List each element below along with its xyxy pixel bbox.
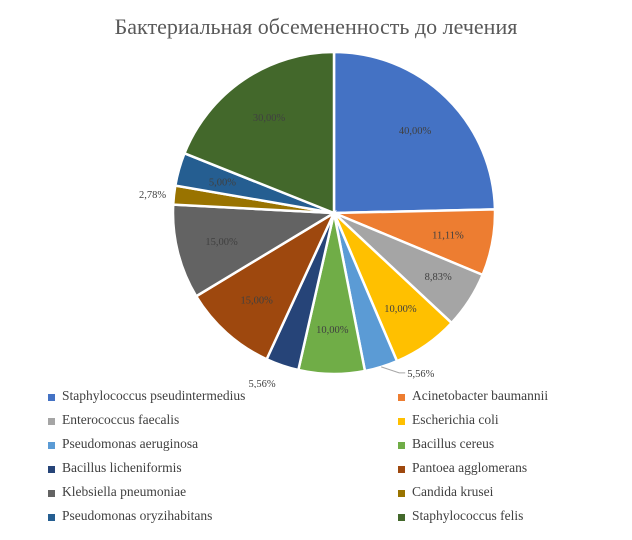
pie-slice-8 bbox=[171, 203, 339, 298]
legend-swatch-6 bbox=[48, 466, 55, 473]
slice-label-2: 8,83% bbox=[425, 272, 452, 283]
slice-label-9: 2,78% bbox=[139, 190, 166, 201]
legend-swatch-8 bbox=[48, 490, 55, 497]
slice-label-1: 11,11% bbox=[432, 230, 464, 241]
legend-swatch-0 bbox=[48, 394, 55, 401]
legend-swatch-3 bbox=[398, 418, 405, 425]
legend-label-2: Enterococcus faecalis bbox=[62, 412, 180, 427]
legend-label-1: Acinetobacter baumannii bbox=[412, 388, 549, 403]
leader-line-4 bbox=[381, 366, 406, 374]
legend-swatch-11 bbox=[398, 514, 405, 521]
slice-label-10: 5,00% bbox=[209, 178, 236, 189]
pie-slice-0 bbox=[332, 50, 497, 215]
legend-label-7: Pantoea agglomerans bbox=[412, 460, 528, 475]
legend-swatch-9 bbox=[398, 490, 405, 497]
chart-legend: Staphylococcus pseudintermedius Acinetoba… bbox=[0, 388, 632, 538]
pie-slice-7 bbox=[194, 209, 337, 361]
legend-swatch-2 bbox=[48, 418, 55, 425]
chart-title: Бактериальная обсемененность до лечения bbox=[114, 14, 518, 39]
slice-label-11: 30,00% bbox=[253, 113, 286, 124]
legend-label-8: Klebsiella pneumoniae bbox=[62, 484, 187, 499]
legend-label-3: Escherichia coli bbox=[412, 412, 499, 427]
legend-swatch-1 bbox=[398, 394, 405, 401]
pie-slice-11 bbox=[182, 50, 336, 215]
slice-label-8: 15,00% bbox=[205, 237, 238, 248]
slice-label-6: 5,56% bbox=[248, 379, 275, 388]
legend-label-4: Pseudomonas aeruginosa bbox=[62, 436, 199, 451]
slice-label-7: 15,00% bbox=[241, 295, 274, 306]
slice-label-4: 5,56% bbox=[407, 369, 434, 380]
slice-label-5: 10,00% bbox=[316, 325, 349, 336]
legend-label-6: Bacillus licheniformis bbox=[62, 460, 182, 475]
pie-chart: 40,00% 11,11% 8,83% 10,00% 5,56% 10,00% 5,56% 1… bbox=[139, 50, 497, 388]
slice-label-0: 40,00% bbox=[399, 126, 432, 137]
legend-label-10: Pseudomonas oryzihabitans bbox=[62, 508, 213, 523]
legend-label-9: Candida krusei bbox=[412, 484, 494, 499]
legend-label-0: Staphylococcus pseudintermedius bbox=[62, 388, 246, 403]
legend-swatch-4 bbox=[48, 442, 55, 449]
legend-label-11: Staphylococcus felis bbox=[412, 508, 524, 523]
legend-swatch-7 bbox=[398, 466, 405, 473]
legend-swatch-10 bbox=[48, 514, 55, 521]
legend-swatch-5 bbox=[398, 442, 405, 449]
legend-label-5: Bacillus cereus bbox=[412, 436, 495, 451]
slice-label-3: 10,00% bbox=[384, 304, 417, 315]
